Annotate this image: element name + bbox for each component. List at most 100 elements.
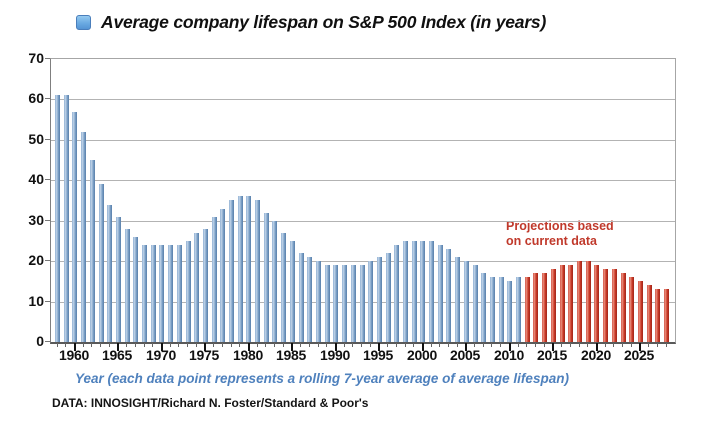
x-tick-label: 1965	[102, 347, 132, 363]
bar-2022	[612, 269, 617, 342]
x-axis-minor-tick	[518, 343, 519, 347]
bar-1969	[151, 245, 156, 342]
chart-title: Average company lifespan on S&P 500 Inde…	[101, 12, 547, 32]
x-axis-minor-tick	[265, 343, 266, 347]
bar-1975	[203, 229, 208, 342]
x-axis-major-tick	[465, 343, 467, 351]
x-axis-minor-tick	[570, 343, 571, 347]
x-tick-label: 2000	[407, 347, 437, 363]
x-axis-minor-tick	[622, 343, 623, 347]
x-axis-minor-tick	[370, 343, 371, 347]
bar-1992	[351, 265, 356, 342]
gridline	[51, 180, 675, 181]
x-axis-minor-tick	[666, 343, 667, 347]
bar-1986	[299, 253, 304, 342]
x-axis-major-tick	[74, 343, 76, 351]
y-tick-label: 10	[28, 293, 44, 309]
bar-2020	[594, 265, 599, 342]
bar-1978	[229, 200, 234, 342]
bar-2000	[420, 241, 425, 342]
x-axis-minor-tick	[135, 343, 136, 347]
y-axis-tick	[45, 139, 50, 140]
y-axis-tick	[45, 179, 50, 180]
gridline	[51, 261, 675, 262]
y-axis-tick	[45, 220, 50, 221]
chart-title-row: Average company lifespan on S&P 500 Inde…	[76, 12, 546, 33]
y-tick-label: 0	[36, 333, 44, 349]
projection-annotation: Projections based on current data	[506, 219, 614, 249]
bar-2011	[516, 277, 521, 342]
x-axis-minor-tick	[587, 343, 588, 347]
x-axis-minor-tick	[57, 343, 58, 347]
x-tick-label: 1975	[189, 347, 219, 363]
x-axis-minor-tick	[387, 343, 388, 347]
bar-2028	[664, 289, 669, 342]
bar-1966	[125, 229, 130, 342]
x-tick-label: 1985	[276, 347, 306, 363]
bar-1961	[81, 132, 86, 342]
x-tick-label: 1970	[146, 347, 176, 363]
x-axis-major-tick	[117, 343, 119, 351]
x-axis-minor-tick	[491, 343, 492, 347]
bar-1996	[386, 253, 391, 342]
x-axis-minor-tick	[178, 343, 179, 347]
bar-1990	[333, 265, 338, 342]
bar-2006	[473, 265, 478, 342]
x-axis-minor-tick	[257, 343, 258, 347]
bar-1981	[255, 200, 260, 342]
bar-1994	[368, 261, 373, 342]
bar-2014	[542, 273, 547, 342]
bar-1958	[55, 95, 60, 342]
bar-2010	[507, 281, 512, 342]
bar-2009	[499, 277, 504, 342]
bar-1984	[281, 233, 286, 342]
bar-1977	[220, 209, 225, 342]
bar-1972	[177, 245, 182, 342]
bar-2016	[560, 265, 565, 342]
bar-2008	[490, 277, 495, 342]
bar-2018	[577, 261, 582, 342]
x-tick-label: 1995	[363, 347, 393, 363]
x-axis-minor-tick	[405, 343, 406, 347]
x-axis-minor-tick	[579, 343, 580, 347]
gridline	[51, 221, 675, 222]
x-axis-minor-tick	[413, 343, 414, 347]
bar-1965	[116, 217, 121, 342]
x-axis-major-tick	[335, 343, 337, 351]
x-axis-minor-tick	[309, 343, 310, 347]
x-axis-minor-tick	[439, 343, 440, 347]
x-axis-minor-tick	[196, 343, 197, 347]
x-axis-minor-tick	[500, 343, 501, 347]
x-axis-major-tick	[509, 343, 511, 351]
x-tick-label: 2020	[581, 347, 611, 363]
x-axis-minor-tick	[448, 343, 449, 347]
bar-2015	[551, 269, 556, 342]
x-axis-minor-tick	[657, 343, 658, 347]
x-axis-minor-tick	[109, 343, 110, 347]
bar-1999	[412, 241, 417, 342]
x-axis-minor-tick	[605, 343, 606, 347]
x-axis-major-tick	[378, 343, 380, 351]
x-axis-minor-tick	[483, 343, 484, 347]
bar-1997	[394, 245, 399, 342]
y-tick-label: 20	[28, 252, 44, 268]
bar-2004	[455, 257, 460, 342]
x-axis-minor-tick	[526, 343, 527, 347]
x-axis-minor-tick	[631, 343, 632, 347]
projection-annotation-line1: Projections based	[506, 219, 614, 233]
x-tick-label: 1990	[320, 347, 350, 363]
x-axis-minor-tick	[152, 343, 153, 347]
bar-2021	[603, 269, 608, 342]
bar-1974	[194, 233, 199, 342]
x-axis-major-tick	[204, 343, 206, 351]
x-axis-minor-tick	[100, 343, 101, 347]
bar-2013	[533, 273, 538, 342]
bar-1959	[64, 95, 69, 342]
gridline	[51, 99, 675, 100]
bar-1970	[159, 245, 164, 342]
y-axis-tick	[45, 58, 50, 59]
x-tick-label: 1960	[59, 347, 89, 363]
bar-2017	[568, 265, 573, 342]
bar-2003	[446, 249, 451, 342]
